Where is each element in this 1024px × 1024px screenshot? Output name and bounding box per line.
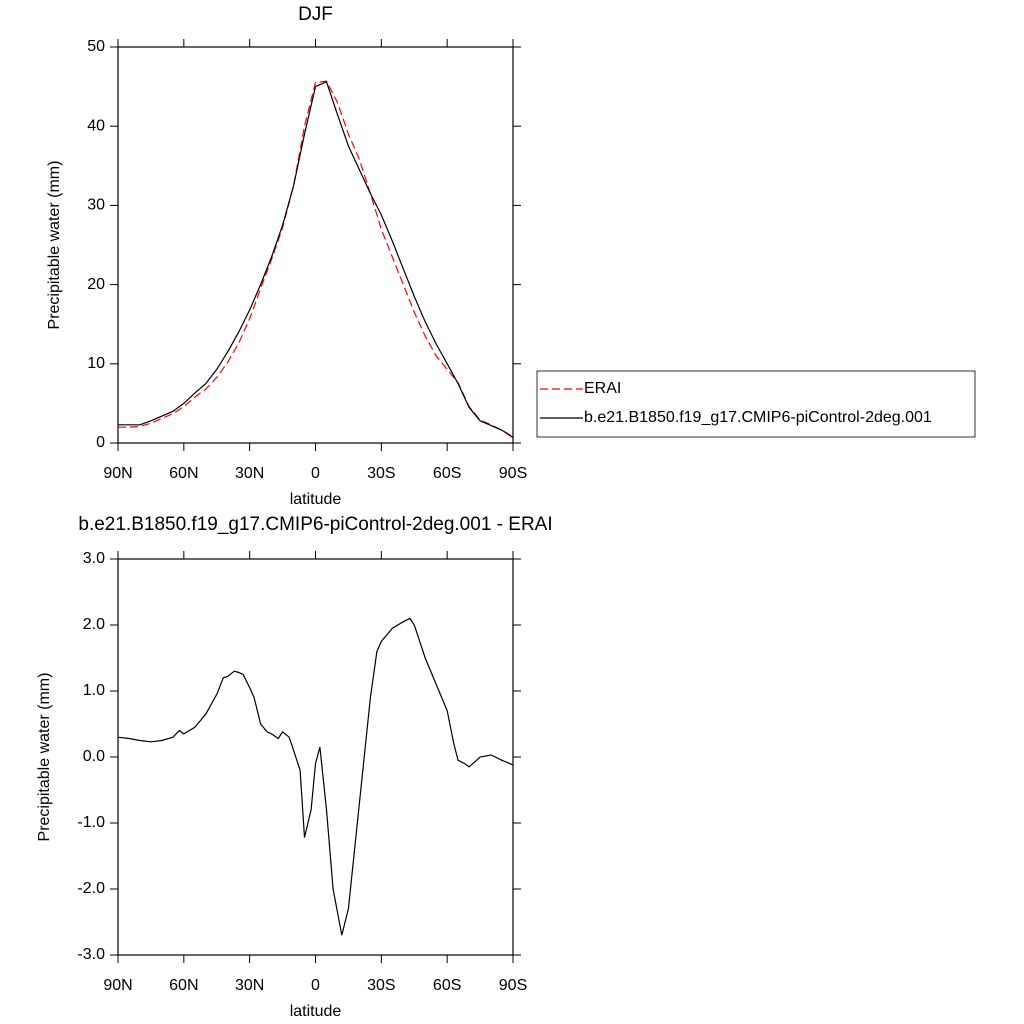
y-tick-label: 0.0: [83, 748, 105, 765]
y-tick-label: 2.0: [83, 616, 105, 633]
x-tick-label: 60N: [169, 465, 198, 482]
chart-title: b.e21.B1850.f19_g17.CMIP6-piControl-2deg…: [78, 514, 552, 535]
x-tick-label: 60S: [433, 977, 461, 994]
x-tick-label: 90N: [103, 465, 132, 482]
y-tick-label: 0: [96, 434, 105, 451]
y-tick-label: 20: [87, 276, 105, 293]
y-tick-label: 50: [87, 38, 105, 55]
y-tick-label: -3.0: [77, 946, 105, 963]
x-tick-label: 90S: [499, 465, 527, 482]
x-tick-label: 60S: [433, 465, 461, 482]
x-tick-label: 30N: [235, 977, 264, 994]
y-axis-label: Precipitable water (mm): [36, 673, 53, 842]
data-line: [118, 80, 514, 439]
legend-box: [536, 370, 976, 438]
chart-title: DJF: [298, 4, 333, 25]
y-tick-label: -2.0: [77, 880, 105, 897]
plot-frame: [117, 46, 514, 444]
legend-label: b.e21.B1850.f19_g17.CMIP6-piControl-2deg…: [584, 409, 932, 426]
plot-frame: [117, 558, 514, 956]
y-axis-label: Precipitable water (mm): [46, 161, 63, 330]
x-tick-label: 30S: [367, 465, 395, 482]
y-tick-label: 10: [87, 355, 105, 372]
y-tick-label: 1.0: [83, 682, 105, 699]
x-tick-label: 90N: [103, 977, 132, 994]
y-tick-label: 3.0: [83, 550, 105, 567]
x-tick-label: 0: [311, 977, 320, 994]
x-tick-label: 30N: [235, 465, 264, 482]
x-tick-label: 60N: [169, 977, 198, 994]
y-tick-label: 40: [87, 117, 105, 134]
y-tick-label: 30: [87, 197, 105, 214]
data-line: [117, 617, 514, 936]
data-line: [118, 80, 514, 438]
legend-label: ERAI: [584, 380, 621, 397]
x-axis-label: latitude: [290, 1003, 342, 1020]
x-axis-label: latitude: [290, 491, 342, 508]
x-tick-label: 0: [311, 465, 320, 482]
x-tick-label: 90S: [499, 977, 527, 994]
y-tick-label: -1.0: [77, 814, 105, 831]
x-tick-label: 30S: [367, 977, 395, 994]
